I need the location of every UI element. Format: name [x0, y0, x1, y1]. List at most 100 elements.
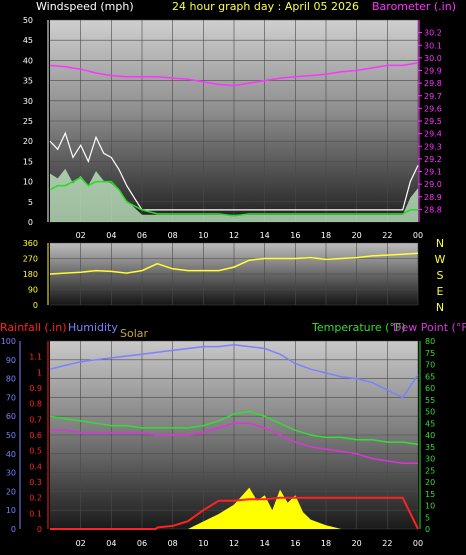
wind-tick-label: 20 — [23, 137, 33, 146]
time-tick-label: 06 — [137, 231, 147, 240]
humidity-tick-label: 100 — [1, 337, 16, 346]
compass-label: E — [437, 285, 444, 298]
rainfall-tick-label: 0.9 — [29, 384, 42, 393]
barometer-tick-label: 28.9 — [424, 193, 442, 202]
wind-tick-label: 45 — [23, 36, 33, 45]
humidity-tick-label: 80 — [6, 375, 16, 384]
direction-tick-label: 90 — [28, 286, 38, 295]
wind-tick-label: 10 — [23, 178, 33, 187]
barometer-tick-label: 29.0 — [424, 180, 442, 189]
time-tick-label: 06 — [137, 539, 147, 548]
compass-label: W — [435, 253, 446, 266]
temperature-axis-title: Temperature (°F) — [311, 321, 406, 334]
compass-label: N — [436, 301, 444, 314]
temperature-tick-label: 35 — [425, 443, 435, 452]
temperature-tick-label: 80 — [425, 337, 435, 346]
rainfall-tick-label: 1.1 — [29, 353, 42, 362]
temperature-tick-label: 0 — [425, 525, 430, 534]
direction-tick-label: 270 — [23, 255, 38, 264]
temperature-tick-label: 20 — [425, 478, 435, 487]
temperature-tick-label: 30 — [425, 455, 435, 464]
time-tick-label: 04 — [106, 539, 116, 548]
wind-tick-label: 50 — [23, 16, 33, 25]
windspeed-line — [49, 131, 419, 211]
rainfall-tick-label: 0.5 — [29, 447, 42, 456]
time-tick-label: 08 — [168, 231, 178, 240]
barometer-axis-title: Barometer (.in) — [372, 0, 456, 13]
time-tick-label: 22 — [382, 231, 392, 240]
barometer-tick-label: 29.1 — [424, 168, 442, 177]
temperature-line — [49, 410, 419, 446]
wind-tick-label: 25 — [23, 117, 33, 126]
windspeed-axis-title: Windspeed (mph) — [36, 0, 134, 13]
barometer-tick-label: 30.0 — [424, 54, 442, 63]
humidity-axis-title: Humidity — [68, 321, 118, 334]
wind-average-line — [49, 176, 418, 217]
temperature-tick-label: 40 — [425, 431, 435, 440]
barometer-tick-label: 30.1 — [424, 41, 442, 50]
time-tick-label: 02 — [76, 539, 86, 548]
humidity-tick-label: 0 — [11, 525, 16, 534]
barometer-tick-label: 30.2 — [424, 29, 442, 38]
compass-label: S — [437, 269, 444, 282]
temperature-tick-label: 25 — [425, 466, 435, 475]
time-tick-label: 02 — [76, 231, 86, 240]
barometer-tick-label: 29.5 — [424, 117, 442, 126]
direction-tick-label: 0 — [33, 301, 38, 310]
solar-axis-title: Solar — [120, 327, 149, 340]
temperature-tick-label: 5 — [425, 513, 430, 522]
humidity-tick-label: 20 — [6, 487, 16, 496]
wind-tick-label: 30 — [23, 97, 33, 106]
barometer-tick-label: 29.6 — [424, 104, 442, 113]
compass-label: N — [436, 237, 444, 250]
humidity-tick-label: 60 — [6, 412, 16, 421]
wind-tick-label: 35 — [23, 77, 33, 86]
time-tick-label: 20 — [352, 539, 362, 548]
temperature-tick-label: 75 — [425, 349, 435, 358]
barometer-tick-label: 29.7 — [424, 92, 442, 101]
temperature-tick-label: 70 — [425, 361, 435, 370]
barometer-tick-label: 29.4 — [424, 130, 442, 139]
humidity-line — [49, 344, 419, 399]
temperature-tick-label: 15 — [425, 490, 435, 499]
time-tick-label: 00 — [413, 539, 423, 548]
wind-tick-label: 0 — [28, 218, 33, 227]
wind-tick-label: 15 — [23, 157, 33, 166]
time-tick-label: 14 — [260, 539, 270, 548]
temperature-tick-label: 55 — [425, 396, 435, 405]
time-tick-label: 00 — [413, 231, 423, 240]
temperature-tick-label: 45 — [425, 419, 435, 428]
humidity-tick-label: 90 — [6, 356, 16, 365]
temperature-tick-label: 65 — [425, 372, 435, 381]
rainfall-tick-label: 0.2 — [29, 494, 42, 503]
temperature-tick-label: 50 — [425, 408, 435, 417]
barometer-tick-label: 29.9 — [424, 67, 442, 76]
time-tick-label: 18 — [321, 539, 331, 548]
time-tick-label: 16 — [290, 539, 300, 548]
dewpoint-axis-title: Dew Point (°F) — [393, 321, 466, 334]
rainfall-tick-label: 0.1 — [29, 509, 42, 518]
barometer-tick-label: 29.8 — [424, 79, 442, 88]
rainfall-axis-title: Rainfall (.in) — [0, 321, 67, 334]
rainfall-tick-label: 0.8 — [29, 400, 42, 409]
time-tick-label: 10 — [198, 231, 208, 240]
wind-tick-label: 5 — [28, 198, 33, 207]
rainfall-tick-label: 0.7 — [29, 415, 42, 424]
wind-direction-line — [49, 252, 419, 275]
rainfall-tick-label: 0 — [37, 525, 42, 534]
time-tick-label: 14 — [260, 231, 270, 240]
humidity-tick-label: 50 — [6, 431, 16, 440]
barometer-line — [49, 62, 419, 87]
rainfall-tick-label: 0.6 — [29, 431, 42, 440]
humidity-tick-label: 40 — [6, 450, 16, 459]
time-tick-label: 10 — [198, 539, 208, 548]
solar-area — [188, 487, 342, 529]
temperature-tick-label: 60 — [425, 384, 435, 393]
rainfall-tick-label: 0.4 — [29, 462, 42, 471]
humidity-tick-label: 30 — [6, 469, 16, 478]
time-tick-label: 20 — [352, 231, 362, 240]
time-tick-label: 08 — [168, 539, 178, 548]
time-tick-label: 12 — [229, 539, 239, 548]
marks-layer — [49, 62, 419, 530]
